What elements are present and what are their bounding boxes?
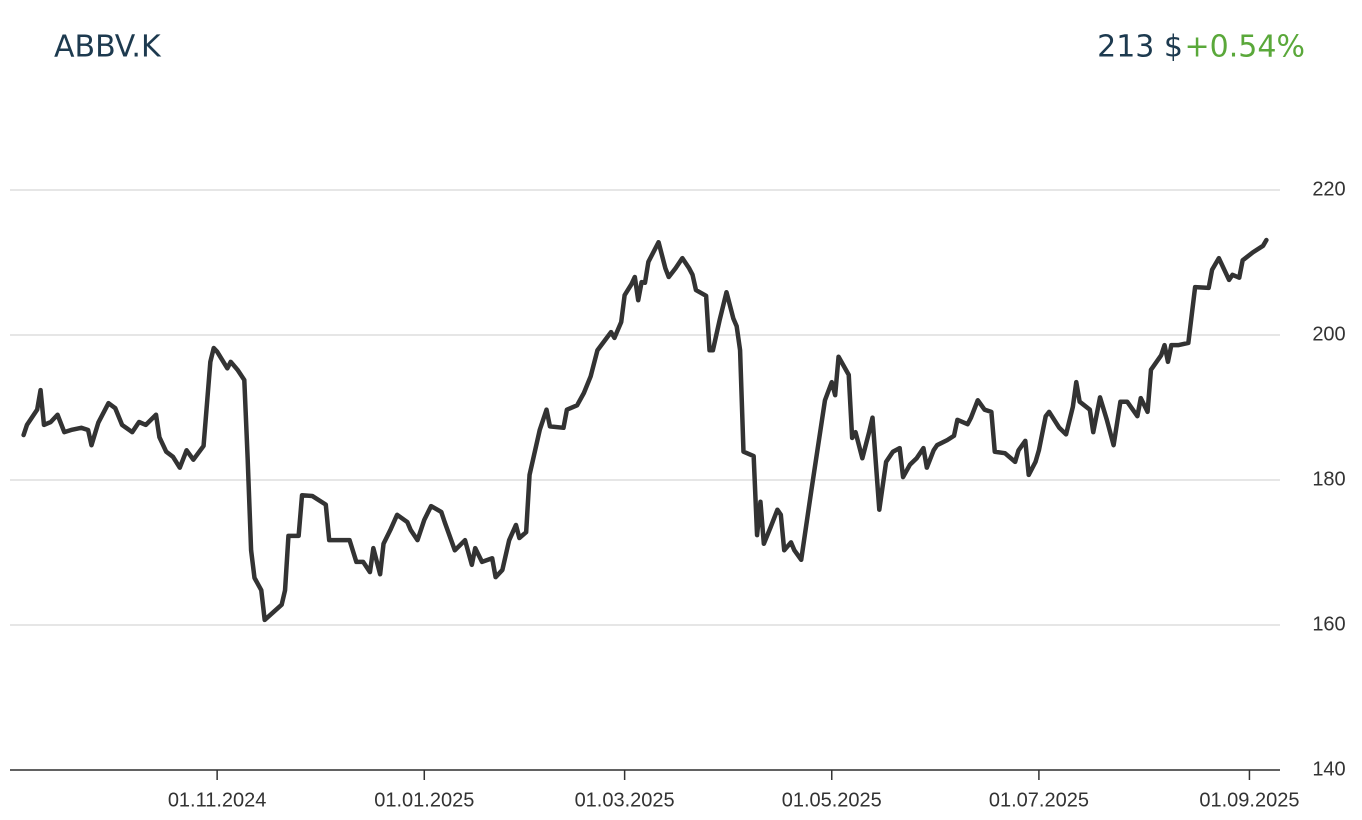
y-tick-label: 160 (1312, 613, 1345, 635)
y-tick-label: 140 (1312, 758, 1345, 780)
price: 213 $ (1097, 30, 1183, 65)
y-tick-label: 200 (1312, 323, 1345, 345)
x-tick-label: 01.09.2025 (1199, 789, 1299, 811)
ticker: ABBV.K (54, 30, 162, 65)
x-tick-label: 01.07.2025 (989, 789, 1089, 811)
x-tick-label: 01.03.2025 (575, 789, 675, 811)
price-line (21, 237, 1269, 623)
x-tick-label: 01.01.2025 (374, 789, 474, 811)
y-tick-label: 180 (1312, 468, 1345, 490)
x-tick-label: 01.11.2024 (168, 789, 267, 811)
x-tick-label: 01.05.2025 (782, 789, 882, 811)
y-tick-label: 220 (1312, 178, 1345, 200)
change: +0.54% (1185, 30, 1305, 65)
